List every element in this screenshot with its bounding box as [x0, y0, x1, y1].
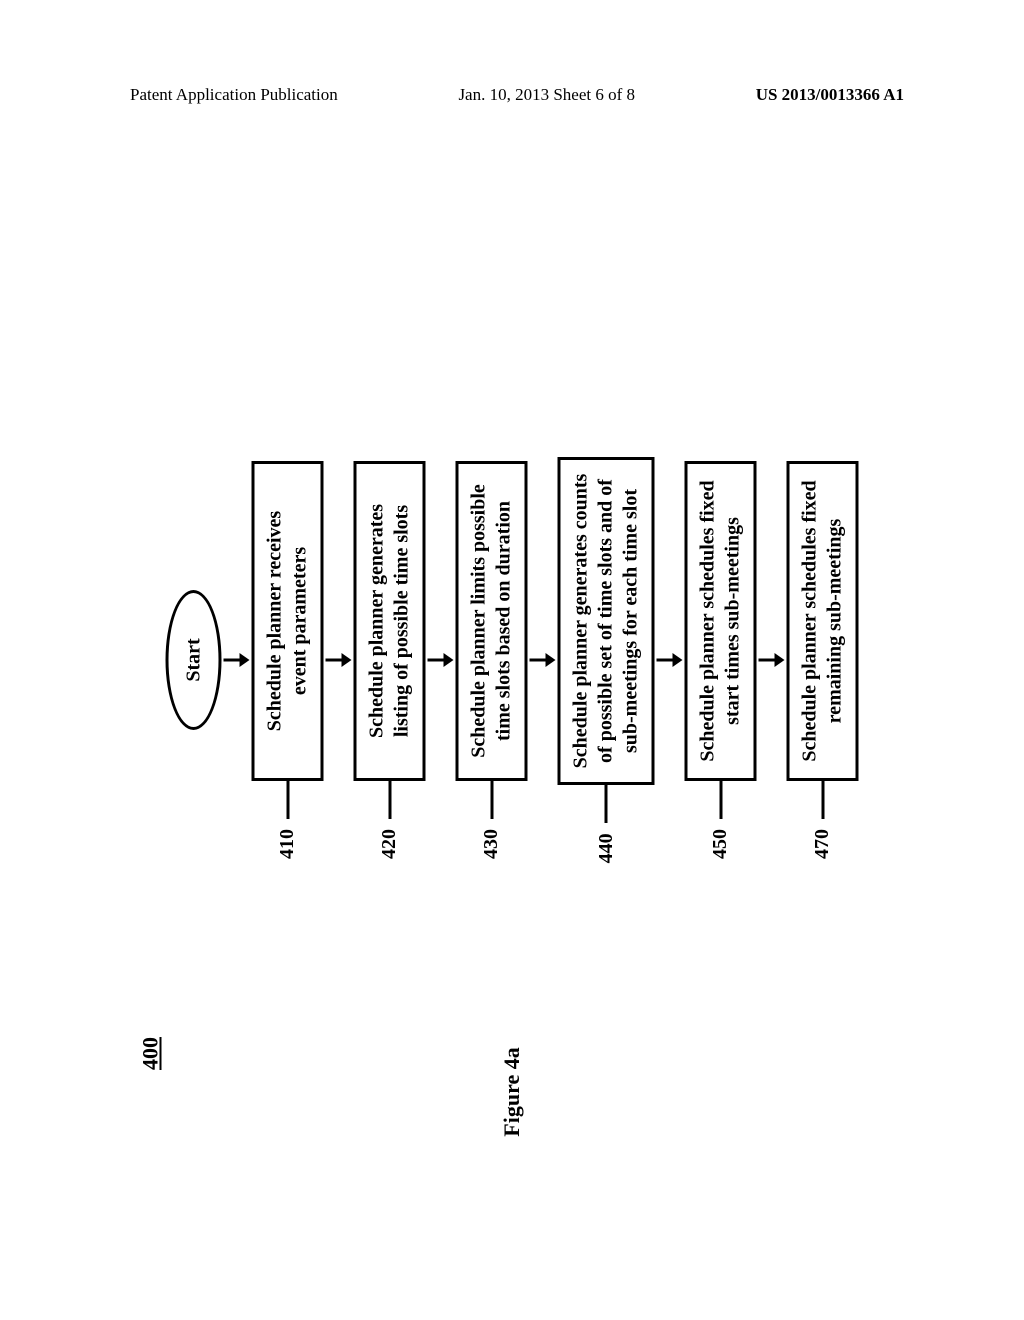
step-box: Schedule planner generates counts of pos… — [558, 457, 655, 786]
step-text-line: Schedule planner receives — [263, 478, 288, 764]
flow-step: 430 Schedule planner limits possible tim… — [456, 461, 528, 859]
step-leader-line — [821, 781, 824, 819]
step-box: Schedule planner receives event paramete… — [252, 461, 324, 781]
header-left: Patent Application Publication — [130, 85, 338, 105]
flow-step: 470 Schedule planner schedules fixed rem… — [787, 461, 859, 859]
arrow — [222, 650, 252, 670]
diagram-reference-number: 400 — [138, 1037, 164, 1070]
step-number: 470 — [811, 829, 834, 859]
step-text-line: Schedule planner limits possible — [467, 478, 492, 764]
step-text-line: Schedule planner generates — [365, 478, 390, 764]
flowchart-diagram: 400 Start 410 Schedule planner receives … — [166, 250, 859, 1070]
step-box: Schedule planner schedules fixed start t… — [685, 461, 757, 781]
step-box: Schedule planner generates listing of po… — [354, 461, 426, 781]
step-text-line: of possible set of time slots and of — [594, 474, 619, 769]
flowchart-column: Start 410 Schedule planner receives even… — [166, 250, 859, 1070]
figure-caption: Figure 4a — [499, 1047, 525, 1136]
header-mid: Jan. 10, 2013 Sheet 6 of 8 — [458, 85, 635, 105]
flow-step: 450 Schedule planner schedules fixed sta… — [685, 461, 757, 859]
step-text-line: Schedule planner schedules fixed — [798, 478, 823, 764]
step-text-line: remaining sub-meetings — [823, 478, 848, 764]
step-text-line: event parameters — [288, 478, 313, 764]
flow-step: 420 Schedule planner generates listing o… — [354, 461, 426, 859]
step-leader-line — [490, 781, 493, 819]
arrow — [655, 650, 685, 670]
step-leader-line — [388, 781, 391, 819]
step-text-line: sub-meetings for each time slot — [619, 474, 644, 769]
header-right: US 2013/0013366 A1 — [756, 85, 904, 105]
start-terminator: Start — [166, 590, 222, 730]
step-box: Schedule planner limits possible time sl… — [456, 461, 528, 781]
step-text-line: Schedule planner schedules fixed — [696, 478, 721, 764]
step-number: 420 — [378, 829, 401, 859]
start-label: Start — [182, 638, 205, 681]
step-text-line: time slots based on duration — [492, 478, 517, 764]
step-leader-line — [286, 781, 289, 819]
flow-step: 440 Schedule planner generates counts of… — [558, 457, 655, 864]
step-leader-line — [605, 785, 608, 823]
step-number: 430 — [480, 829, 503, 859]
arrow — [324, 650, 354, 670]
arrow — [528, 650, 558, 670]
flow-step: 410 Schedule planner receives event para… — [252, 461, 324, 859]
step-number: 450 — [709, 829, 732, 859]
step-text-line: start times sub-meetings — [721, 478, 746, 764]
page-header: Patent Application Publication Jan. 10, … — [0, 85, 1024, 105]
arrow — [757, 650, 787, 670]
step-box: Schedule planner schedules fixed remaini… — [787, 461, 859, 781]
step-text-line: Schedule planner generates counts — [569, 474, 594, 769]
step-number: 440 — [595, 833, 618, 863]
step-leader-line — [719, 781, 722, 819]
arrow — [426, 650, 456, 670]
step-text-line: listing of possible time slots — [390, 478, 415, 764]
step-number: 410 — [276, 829, 299, 859]
